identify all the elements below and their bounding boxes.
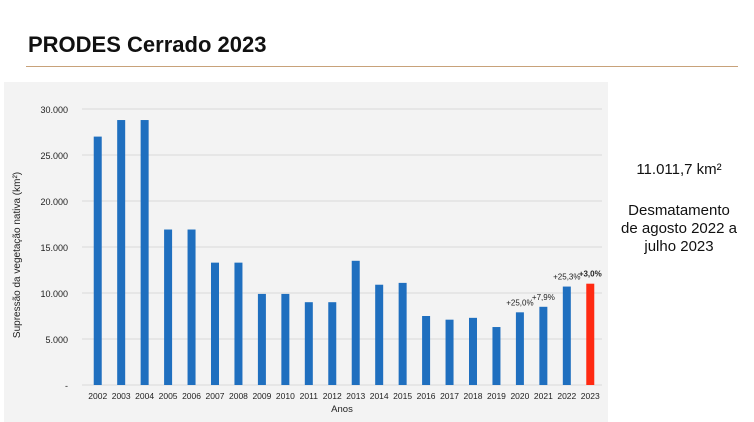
bar-2007 xyxy=(211,262,219,385)
x-tick-label: 2008 xyxy=(229,391,248,401)
bar-2022 xyxy=(562,286,571,385)
x-axis-title: Anos xyxy=(331,404,353,415)
bar-2008 xyxy=(234,262,243,385)
data-annotation: +7,9% xyxy=(532,293,555,302)
title-divider xyxy=(26,66,738,67)
bar-2005 xyxy=(164,229,173,385)
bar-2017 xyxy=(445,319,454,385)
bar-2020 xyxy=(515,312,524,385)
data-annotation: +3,0% xyxy=(579,270,602,279)
x-tick-label: 2010 xyxy=(276,391,295,401)
bar-2015 xyxy=(398,282,407,385)
y-tick-label: 30.000 xyxy=(40,105,68,115)
deforestation-period-description: Desmatamento de agosto 2022 a julho 2023 xyxy=(621,202,737,255)
labels: - 5.000 10.000 15.000 20.000 25.000 30.000 2002… xyxy=(12,105,602,415)
bar-2016 xyxy=(422,316,431,385)
page-title: PRODES Cerrado 2023 xyxy=(28,32,267,57)
bar-2014 xyxy=(375,284,384,385)
x-tick-label: 2002 xyxy=(88,391,107,401)
x-tick-label: 2023 xyxy=(581,391,600,401)
bar-2018 xyxy=(469,317,477,385)
bar-2012 xyxy=(328,302,337,385)
x-tick-label: 2003 xyxy=(112,391,131,401)
bar-chart: - 5.000 10.000 15.000 20.000 25.000 30.000 2002… xyxy=(12,105,602,415)
x-tick-label: 2022 xyxy=(557,391,576,401)
data-annotation: +25,0% xyxy=(506,298,533,307)
y-tick-label: - xyxy=(65,381,68,391)
x-tick-label: 2018 xyxy=(464,391,483,401)
x-tick-label: 2004 xyxy=(135,391,154,401)
deforestation-area-value: 11.011,7 km² xyxy=(636,161,722,178)
x-tick-label: 2020 xyxy=(510,391,529,401)
y-tick-label: 10.000 xyxy=(40,289,68,299)
grid-lines xyxy=(82,108,602,386)
chart-panel: - 5.000 10.000 15.000 20.000 25.000 30.000 2002… xyxy=(4,82,608,422)
bar-2021 xyxy=(539,306,548,385)
x-tick-label: 2019 xyxy=(487,391,506,401)
bar-2013 xyxy=(351,260,360,385)
y-tick-label: 20.000 xyxy=(40,197,68,207)
x-tick-label: 2013 xyxy=(346,391,365,401)
bars xyxy=(93,120,595,385)
x-tick-label: 2017 xyxy=(440,391,459,401)
x-tick-label: 2011 xyxy=(300,391,319,401)
y-tick-label: 5.000 xyxy=(45,335,68,345)
bar-2010 xyxy=(281,293,290,385)
data-annotation: +25,3% xyxy=(553,273,580,282)
x-tick-label: 2006 xyxy=(182,391,201,401)
x-tick-label: 2012 xyxy=(323,391,342,401)
x-tick-label: 2014 xyxy=(370,391,389,401)
side-panel: 11.011,7 km² Desmatamento de agosto 2022… xyxy=(604,155,754,256)
bar-2002 xyxy=(93,136,102,385)
y-tick-label: 25.000 xyxy=(40,151,68,161)
bar-2023 xyxy=(586,283,595,385)
bar-2009 xyxy=(257,293,266,385)
x-tick-label: 2009 xyxy=(252,391,271,401)
x-tick-label: 2016 xyxy=(417,391,436,401)
bar-2006 xyxy=(187,229,196,385)
x-tick-label: 2005 xyxy=(159,391,178,401)
x-tick-label: 2021 xyxy=(534,391,553,401)
x-tick-label: 2007 xyxy=(206,391,225,401)
x-tick-label: 2015 xyxy=(393,391,412,401)
bar-2019 xyxy=(492,327,501,385)
bar-2004 xyxy=(140,120,149,385)
y-axis-title: Supressão da vegetação nativa (km²) xyxy=(12,172,23,338)
bar-2003 xyxy=(117,120,126,385)
bar-2011 xyxy=(304,302,313,385)
y-tick-label: 15.000 xyxy=(40,243,68,253)
